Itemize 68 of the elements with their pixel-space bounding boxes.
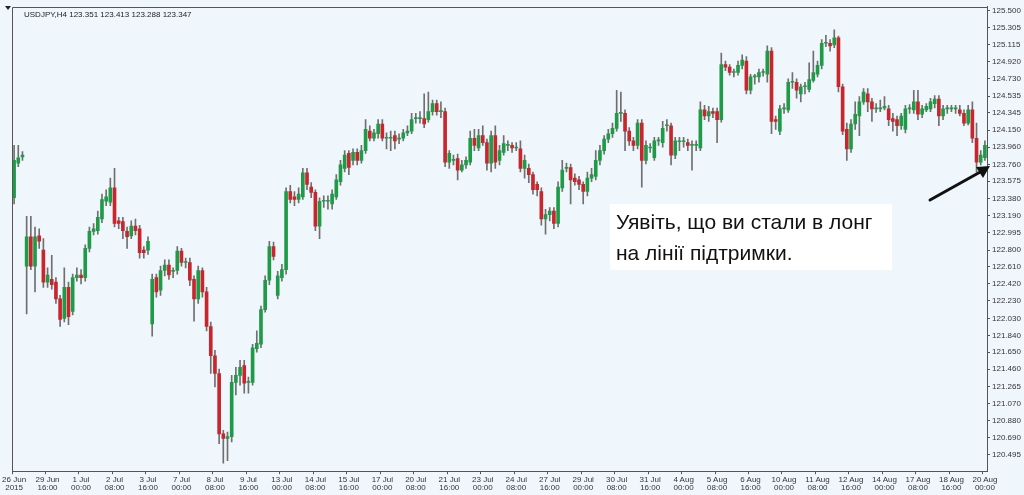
y-tick-label: 125.500 [992, 5, 1022, 15]
x-tick-label: 9 Jul 16:00 [238, 474, 259, 492]
candlestick [891, 113, 895, 132]
x-tick-label: 17 Aug 08:00 [905, 474, 931, 492]
candlestick [326, 195, 330, 210]
x-tick-label: 13 Jul 00:00 [271, 474, 293, 492]
x-tick-label: 3 Jul 16:00 [137, 474, 159, 492]
y-tick-label: 122.030 [992, 313, 1022, 323]
y-tick-label: 125.115 [992, 39, 1021, 49]
x-tick-label: 20 Aug 00:00 [972, 474, 998, 492]
y-tick-label: 122.230 [992, 295, 1022, 305]
y-tick-label: 124.730 [992, 73, 1022, 83]
x-tick-label: 12 Aug 16:00 [838, 474, 864, 492]
candlestick [413, 113, 418, 124]
x-tick-label: 15 Jul 16:00 [338, 474, 360, 492]
y-tick-label: 124.920 [992, 57, 1022, 67]
y-tick-label: 120.495 [992, 449, 1022, 459]
candlestick [79, 269, 83, 285]
candlestick [510, 142, 514, 153]
y-tick-label: 121.650 [992, 347, 1022, 357]
x-tick-label: 31 Jul 16:00 [639, 474, 662, 492]
y-tick-label: 122.420 [992, 279, 1022, 289]
x-tick-label: 2 Jul 08:00 [104, 474, 126, 492]
annotation: Уявіть, що ви стали в лонг на лінії підтримки. [610, 204, 892, 270]
x-tick-label: 29 Jul 00:00 [572, 474, 595, 492]
candlestick [422, 93, 427, 128]
x-tick-label: 26 Jun 2015 [2, 474, 27, 492]
x-tick-label: 10 Aug 00:00 [771, 474, 797, 492]
x-tick-label: 6 Aug 16:00 [740, 474, 762, 492]
x-tick-label: 30 Jul 08:00 [605, 474, 628, 492]
x-tick-label: 4 Aug 00:00 [673, 474, 695, 492]
x-tick-label: 21 Jul 16:00 [438, 474, 461, 492]
x-tick-label: 11 Aug 08:00 [805, 474, 830, 492]
x-tick-label: 7 Jul 00:00 [171, 474, 193, 492]
x-tick-label: 1 Jul 00:00 [71, 474, 92, 492]
y-tick-label: 124.150 [992, 125, 1022, 135]
x-tick-label: 14 Aug 00:00 [872, 474, 897, 492]
x-tick-label: 29 Jun 16:00 [35, 474, 60, 492]
y-tick-label: 123.190 [992, 210, 1022, 220]
y-tick-label: 124.535 [992, 91, 1022, 101]
y-tick-label: 120.690 [992, 432, 1022, 442]
y-tick-label: 120.880 [992, 415, 1022, 425]
x-tick-label: 5 Aug 08:00 [706, 474, 728, 492]
x-tick-label: 20 Jul 08:00 [405, 474, 427, 492]
y-tick-label: 122.610 [992, 262, 1022, 272]
x-tick-label: 23 Jul 00:00 [472, 474, 494, 492]
y-tick-label: 121.265 [992, 381, 1022, 391]
x-tick-label: 17 Jul 00:00 [371, 474, 394, 492]
y-tick-label: 123.760 [992, 160, 1022, 170]
x-tick-label: 14 Jul 08:00 [304, 474, 327, 492]
y-tick-label: 122.800 [992, 245, 1022, 255]
y-tick-label: 121.460 [992, 364, 1022, 374]
y-tick-label: 123.380 [992, 193, 1022, 203]
candlestick [690, 140, 694, 171]
x-tick-label: 18 Aug 16:00 [938, 474, 964, 492]
y-tick-label: 123.575 [992, 176, 1022, 186]
chart-title: USDJPY,H4 123.351 123.413 123.288 123.347 [24, 10, 193, 19]
x-tick-label: 8 Jul 08:00 [204, 474, 226, 492]
y-tick-label: 122.995 [992, 227, 1022, 237]
x-tick-label: 27 Jul 16:00 [539, 474, 561, 492]
x-tick-label: 24 Jul 08:00 [505, 474, 528, 492]
candlestick [506, 140, 510, 151]
candlestick [388, 130, 393, 151]
y-tick-label: 125.305 [992, 22, 1022, 32]
y-tick-label: 123.960 [992, 142, 1022, 152]
y-tick-label: 121.840 [992, 330, 1022, 340]
y-tick-label: 121.070 [992, 398, 1022, 408]
y-tick-label: 124.345 [992, 108, 1022, 118]
